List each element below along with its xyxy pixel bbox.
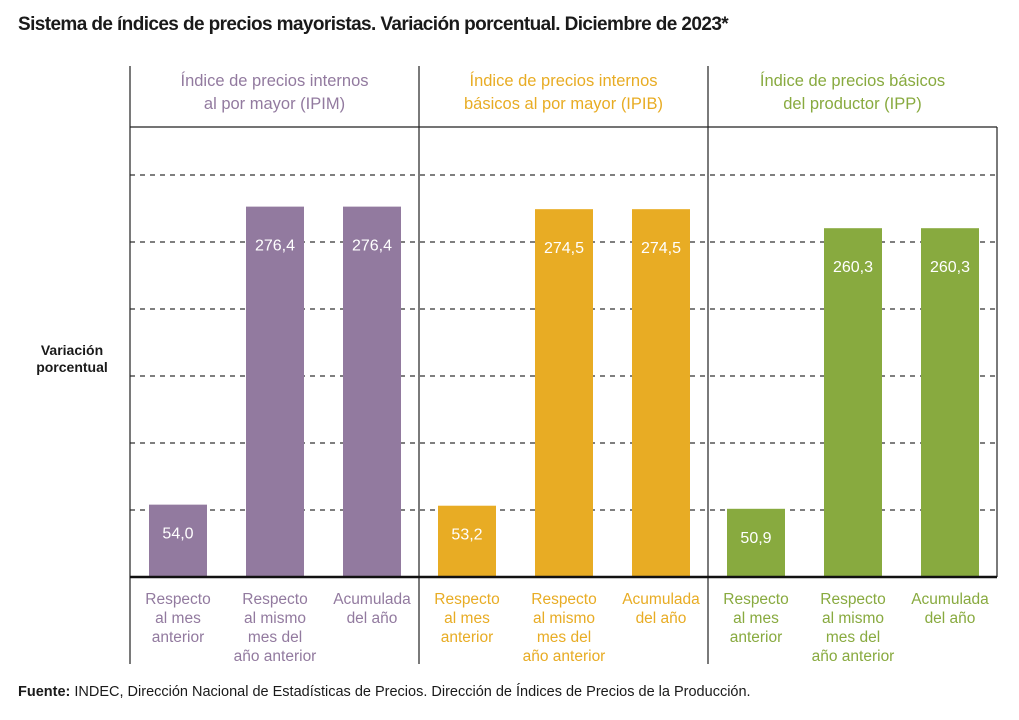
bar xyxy=(632,209,690,578)
category-label-line: mes del xyxy=(826,629,880,646)
category-label-line: Respecto xyxy=(820,591,885,608)
category-label-line: mes del xyxy=(248,629,302,646)
bar-value-label: 50,9 xyxy=(740,530,771,547)
group-title-line: Índice de precios internos xyxy=(180,71,368,90)
chart-title: Sistema de índices de precios mayoristas… xyxy=(18,14,729,35)
bar xyxy=(438,505,496,577)
category-label-line: anterior xyxy=(441,629,494,646)
category-label-line: del año xyxy=(636,610,687,627)
category-label-line: Respecto xyxy=(145,591,210,608)
category-label-line: Acumulada xyxy=(333,591,411,608)
group-title-line: Índice de precios internos xyxy=(469,71,657,90)
category-label-line: al mismo xyxy=(244,610,306,627)
source-label: Fuente: xyxy=(18,684,71,700)
source-text: INDEC, Dirección Nacional de Estadística… xyxy=(74,684,751,700)
group-title-line: Índice de precios básicos xyxy=(760,71,945,90)
bar xyxy=(921,228,979,577)
bar-value-label: 276,4 xyxy=(255,238,295,255)
bar-value-label: 54,0 xyxy=(162,526,193,543)
y-axis-label-line: Variación xyxy=(40,342,104,358)
bar-value-label: 274,5 xyxy=(641,240,681,257)
group-title-line: al por mayor (IPIM) xyxy=(204,95,345,113)
bar-value-label: 260,3 xyxy=(833,259,873,276)
category-label-line: Acumulada xyxy=(911,591,989,608)
category-label-line: Respecto xyxy=(242,591,307,608)
bar-value-label: 274,5 xyxy=(544,240,584,257)
category-label-line: al mes xyxy=(155,610,201,627)
category-label-line: Respecto xyxy=(531,591,596,608)
bar-value-label: 260,3 xyxy=(930,259,970,276)
bar xyxy=(343,206,401,577)
bar xyxy=(246,206,304,577)
y-axis-label: Variación porcentual xyxy=(22,342,122,376)
category-label-line: del año xyxy=(925,610,976,627)
category-label-line: del año xyxy=(347,610,398,627)
group-title-line: del productor (IPP) xyxy=(783,95,921,113)
category-label-line: año anterior xyxy=(234,648,317,665)
category-label-line: Acumulada xyxy=(622,591,700,608)
category-label-line: año anterior xyxy=(812,648,895,665)
bar xyxy=(727,508,785,577)
bar-value-label: 53,2 xyxy=(451,527,482,544)
category-label-line: año anterior xyxy=(523,648,606,665)
category-label-line: Respecto xyxy=(723,591,788,608)
category-label-line: Respecto xyxy=(434,591,499,608)
y-axis-label-line: porcentual xyxy=(36,359,108,375)
bar xyxy=(535,209,593,578)
category-label-line: al mes xyxy=(444,610,490,627)
bar xyxy=(149,504,207,577)
category-label-line: al mes xyxy=(733,610,779,627)
category-label-line: anterior xyxy=(152,629,205,646)
category-label-line: al mismo xyxy=(533,610,595,627)
bar-value-label: 276,4 xyxy=(352,238,392,255)
category-label-line: mes del xyxy=(537,629,591,646)
bar xyxy=(824,228,882,577)
source-note: Fuente: INDEC, Dirección Nacional de Est… xyxy=(18,684,751,700)
category-label-line: anterior xyxy=(730,629,783,646)
category-label-line: al mismo xyxy=(822,610,884,627)
group-title-line: básicos al por mayor (IPIB) xyxy=(464,95,663,113)
